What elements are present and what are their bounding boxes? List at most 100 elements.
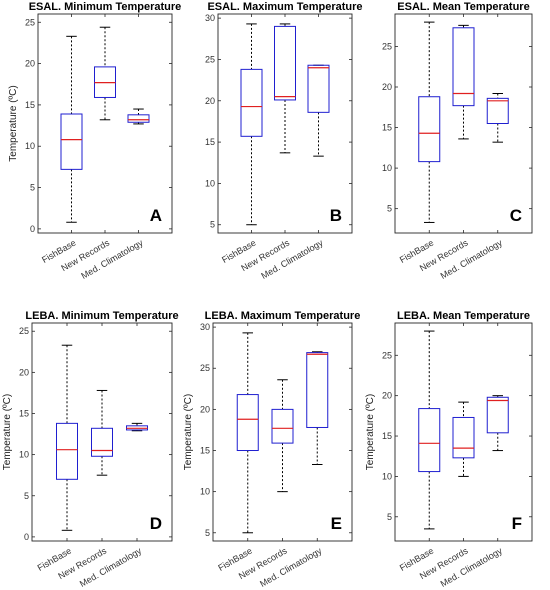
y-tick-label: 10 (200, 487, 210, 497)
y-tick-label: 10 (382, 163, 392, 173)
chart-panel-c: ESAL. Mean Temperature510152025FishBaseN… (382, 1, 533, 281)
box-new-records (271, 379, 294, 493)
box-new-records (91, 389, 113, 476)
x-tick-label: Med. Climatology (258, 545, 324, 589)
chart-title: ESAL. Minimum Temperature (29, 1, 182, 13)
iqr-box (486, 97, 509, 124)
chart-title: LEBA. Mean Temperature (397, 310, 530, 322)
iqr-box (271, 408, 294, 444)
y-tick-label: 15 (25, 100, 35, 110)
y-tick-label: 25 (25, 17, 35, 27)
y-tick-label: 10 (382, 471, 392, 481)
plot-frame (394, 322, 533, 542)
box-fishbase (418, 21, 441, 223)
box-new-records (274, 23, 296, 154)
y-tick-label: 20 (382, 391, 392, 401)
iqr-box (452, 27, 475, 107)
iqr-box (56, 422, 78, 480)
box-new-records (94, 26, 116, 121)
x-tick-label: Med. Climatology (439, 545, 505, 589)
chart-title: LEBA. Maximum Temperature (205, 310, 361, 322)
chart-panel-e: LEBA. Maximum Temperature 5 10 15 20 25 30 Temp… (183, 310, 360, 589)
y-tick-label: 25 (19, 326, 29, 336)
y-tick-label: 15 (382, 431, 392, 441)
chart-panel-b: ESAL. Maximum Temperature51015202530Fish… (205, 1, 363, 281)
y-tick-label: 20 (19, 367, 29, 377)
x-tick-label: Med. Climatology (439, 237, 505, 281)
y-tick-label: 5 (30, 183, 35, 193)
y-tick-label: 5 (387, 204, 392, 214)
chart-panel-d: LEBA. Minimum Temperature 0 5 10 15 20 25 Tempe… (2, 310, 179, 589)
iqr-box (306, 352, 329, 428)
y-axis-label: Temperature (ºC) (8, 85, 19, 161)
y-tick-label: 0 (24, 532, 29, 542)
y-tick-label: 15 (382, 123, 392, 133)
box-med-climatology (307, 64, 330, 157)
plot-frame (217, 13, 353, 234)
y-tick-label: 30 (200, 322, 210, 332)
box-med-climatology (486, 92, 509, 143)
y-tick-label: 25 (205, 54, 215, 64)
plot-frame (37, 13, 173, 234)
box-fishbase (236, 332, 259, 534)
box-fishbase (240, 23, 263, 226)
y-tick-label: 5 (205, 528, 210, 538)
iqr-box (418, 408, 441, 473)
y-tick-label: 15 (205, 137, 215, 147)
y-tick-label: 10 (205, 178, 215, 188)
y-tick-label: 25 (382, 41, 392, 51)
chart-title: ESAL. Mean Temperature (397, 1, 529, 13)
y-tick-label: 20 (382, 82, 392, 92)
box-new-records (452, 24, 475, 140)
iqr-box (452, 416, 475, 459)
y-tick-label: 20 (25, 59, 35, 69)
plot-frame (31, 322, 173, 542)
y-tick-label: 25 (200, 363, 210, 373)
panel-label: B (330, 206, 342, 225)
y-axis-label: Temperature (ºC) (2, 394, 13, 470)
iqr-box (91, 427, 113, 457)
panel-label: A (150, 206, 162, 225)
y-tick-label: 20 (200, 404, 210, 414)
box-fishbase (418, 330, 441, 530)
iqr-box (236, 394, 259, 452)
x-tick-label: Med. Climatology (259, 237, 325, 281)
y-tick-label: 0 (30, 224, 35, 234)
y-tick-label: 20 (205, 96, 215, 106)
y-tick-label: 15 (19, 408, 29, 418)
plot-frame (212, 322, 353, 542)
box-fishbase (56, 344, 78, 531)
panel-label: F (512, 514, 522, 533)
y-tick-label: 10 (25, 141, 35, 151)
y-tick-label: 15 (200, 446, 210, 456)
chart-panel-f: LEBA. Mean Temperature 5 10 15 20 25 Temperatu… (365, 310, 533, 589)
y-tick-label: 10 (19, 450, 29, 460)
box-med-climatology (486, 395, 509, 452)
plot-frame (394, 13, 533, 234)
iqr-box (486, 396, 509, 434)
y-tick-label: 5 (210, 220, 215, 230)
chart-panel-a: ESAL. Minimum Temperature 0 5 10 15 20 25 Tempe… (8, 1, 181, 281)
panel-label: E (331, 514, 342, 533)
box-med-climatology (126, 422, 148, 432)
box-new-records (452, 401, 475, 477)
x-tick-label: Med. Climatology (79, 237, 145, 281)
iqr-box (240, 68, 263, 137)
iqr-box (418, 96, 441, 163)
chart-title: ESAL. Maximum Temperature (207, 1, 362, 13)
y-axis-label: Temperature (ºC) (365, 394, 376, 470)
iqr-box (274, 25, 296, 101)
panel-label: C (510, 206, 522, 225)
x-tick-label: Med. Climatology (78, 545, 144, 589)
iqr-box (307, 64, 330, 113)
iqr-box (60, 113, 83, 170)
box-med-climatology (127, 108, 150, 125)
chart-title: LEBA. Minimum Temperature (25, 310, 178, 322)
y-tick-label: 5 (387, 512, 392, 522)
panel-label: D (150, 514, 162, 533)
y-tick-label: 5 (24, 491, 29, 501)
box-fishbase (60, 35, 83, 223)
y-axis-label: Temperature (ºC) (183, 394, 194, 470)
y-tick-label: 30 (205, 13, 215, 23)
